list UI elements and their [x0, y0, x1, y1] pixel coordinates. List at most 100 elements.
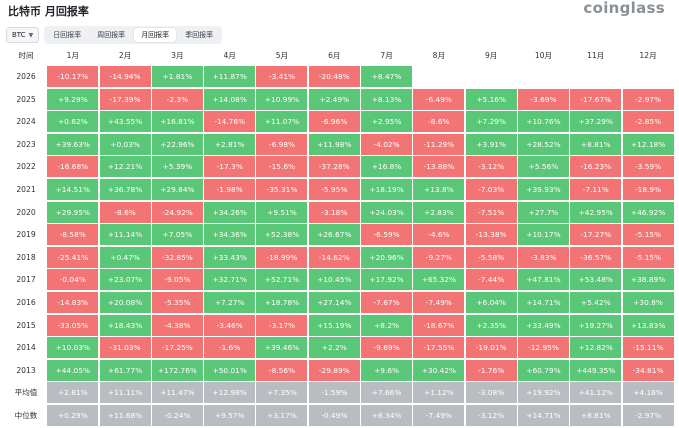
return-cell	[518, 66, 569, 87]
return-cell: +16.8%	[361, 156, 413, 178]
return-cell: +16.81%	[151, 111, 203, 133]
table-header: 时间 1月 2月 3月 4月 5月 6月 7月 8月 9月 10月 11月 12月	[6, 47, 675, 64]
table-row: 2015 -33.05% +18.43% -4.38% -3.46% -3.17% +15.…	[6, 314, 675, 336]
return-cell: +42.95%	[570, 201, 622, 223]
return-cell: +3.17%	[256, 404, 308, 426]
return-cell: +10.99%	[256, 88, 308, 110]
return-cell: +4.16%	[622, 382, 674, 404]
tab-3[interactable]: 月回报率	[134, 28, 177, 42]
return-cell: -0.49%	[308, 404, 360, 426]
table-row: 2022 -16.68% +12.21% +5.39% -17.3% -15.6% -37.…	[6, 156, 675, 178]
return-cell: +39.63%	[47, 133, 99, 155]
row-label: 2014	[16, 343, 36, 353]
return-cell: -4.02%	[361, 133, 413, 155]
return-cell: +11.11%	[99, 382, 151, 404]
return-cell: +44.05%	[47, 359, 99, 381]
return-cell: +9.6%	[361, 359, 413, 381]
tab-4[interactable]: 季回报率	[185, 31, 214, 39]
table-row: 2019 -8.58% +11.14% +7.05% +34.36% +52.38% +26…	[6, 224, 675, 246]
return-cell: -3.41%	[256, 66, 308, 87]
return-cell: -12.95%	[517, 337, 569, 359]
return-cell: +14.71%	[517, 291, 569, 313]
return-cell: -6.96%	[308, 111, 360, 133]
return-cell: -2.3%	[151, 88, 203, 110]
return-cell: +37.29%	[570, 111, 622, 133]
return-cell: +20.08%	[99, 291, 151, 313]
return-cell: +36.78%	[99, 178, 151, 200]
return-cell: +27.7%	[517, 201, 569, 223]
return-cell: +2.2%	[308, 337, 360, 359]
tab-2[interactable]: 周回报率	[97, 31, 126, 39]
return-cell: -11.29%	[413, 133, 465, 155]
return-cell: +2.83%	[413, 201, 465, 223]
return-cell	[623, 66, 674, 87]
return-cell: +27.14%	[308, 291, 360, 313]
return-cell: +38.89%	[622, 269, 674, 291]
tab-1[interactable]: 日回报率	[53, 31, 82, 39]
toolbar: BTC ▼ 日回报率 周回报率 月回报率 季回报率	[6, 26, 223, 44]
return-cell: -5.15%	[622, 246, 674, 268]
return-cell: +10.03%	[47, 337, 99, 359]
row-label: 2025	[16, 94, 36, 104]
return-cell: +53.48%	[570, 269, 622, 291]
brand-logo[interactable]: coinglass	[583, 0, 665, 17]
return-cell: +11.87%	[204, 66, 256, 87]
return-cell: -18.67%	[413, 314, 465, 336]
return-cell: +33.49%	[517, 314, 569, 336]
return-cell: +7.35%	[256, 382, 308, 404]
return-cell: +18.19%	[361, 178, 413, 200]
return-cell: -24.92%	[151, 201, 203, 223]
return-cell: -17.67%	[570, 88, 622, 110]
return-cell: +50.01%	[204, 359, 256, 381]
return-cell: -5.15%	[622, 224, 674, 246]
return-cell: +28.52%	[517, 133, 569, 155]
return-cell: -14.76%	[204, 111, 256, 133]
return-cell: -3.12%	[465, 156, 517, 178]
return-cell: -6.98%	[256, 133, 308, 155]
return-cell: -14.83%	[47, 291, 99, 313]
return-cell: +2.49%	[308, 88, 360, 110]
return-cell: -9.05%	[151, 269, 203, 291]
table-row: 2021 +14.51% +36.78% +29.84% -1.98% -35.31% -5…	[6, 178, 675, 200]
return-cell: -1.6%	[204, 337, 256, 359]
return-cell: +3.91%	[465, 133, 517, 155]
row-label: 2020	[16, 207, 36, 217]
return-cell: -33.05%	[47, 314, 99, 336]
return-cell: +61.77%	[99, 359, 151, 381]
return-cell: -7.49%	[413, 404, 465, 426]
return-cell: +41.12%	[570, 382, 622, 404]
return-cell: +10.45%	[308, 269, 360, 291]
row-label: 2015	[16, 320, 36, 330]
return-cell: -2.97%	[622, 404, 674, 426]
column-header: 3月	[171, 51, 184, 60]
return-cell: +26.67%	[308, 224, 360, 246]
return-cell: +11.47%	[151, 382, 203, 404]
return-cell: -9.69%	[361, 337, 413, 359]
return-cell: -0.24%	[151, 404, 203, 426]
return-cell: +8.47%	[361, 66, 413, 87]
return-cell: -32.85%	[151, 246, 203, 268]
return-cell: -1.76%	[465, 359, 517, 381]
return-cell: +8.34%	[361, 404, 413, 426]
return-cell: +2.81%	[47, 382, 99, 404]
table-row: 2018 -25.41% +0.47% -32.85% +33.43% -18.99% -1…	[6, 246, 675, 268]
coin-select[interactable]: BTC ▼	[6, 27, 40, 43]
return-cell: +11.07%	[256, 111, 308, 133]
row-label: 中位数	[14, 410, 38, 420]
return-cell: +7.27%	[204, 291, 256, 313]
return-cell: +32.71%	[204, 269, 256, 291]
table-row: 2013 +44.05% +61.77% +172.76% +50.01% -8.56% -…	[6, 359, 675, 381]
return-cell: +18.43%	[99, 314, 151, 336]
return-cell: -7.03%	[465, 178, 517, 200]
return-cell: +9.57%	[204, 404, 256, 426]
return-cell: +43.55%	[99, 111, 151, 133]
return-cell: -17.25%	[151, 337, 203, 359]
return-cell: +14.71%	[517, 404, 569, 426]
return-cell: +449.35%	[570, 359, 622, 381]
table-row: 2025 +9.29% -17.39% -2.3% +14.08% +10.99% +2.4…	[6, 88, 675, 110]
return-cell: -17.3%	[204, 156, 256, 178]
column-header: 4月	[223, 51, 236, 60]
return-cell: -35.31%	[256, 178, 308, 200]
return-cell: -8.6%	[99, 201, 151, 223]
return-cell: -6.49%	[413, 88, 465, 110]
